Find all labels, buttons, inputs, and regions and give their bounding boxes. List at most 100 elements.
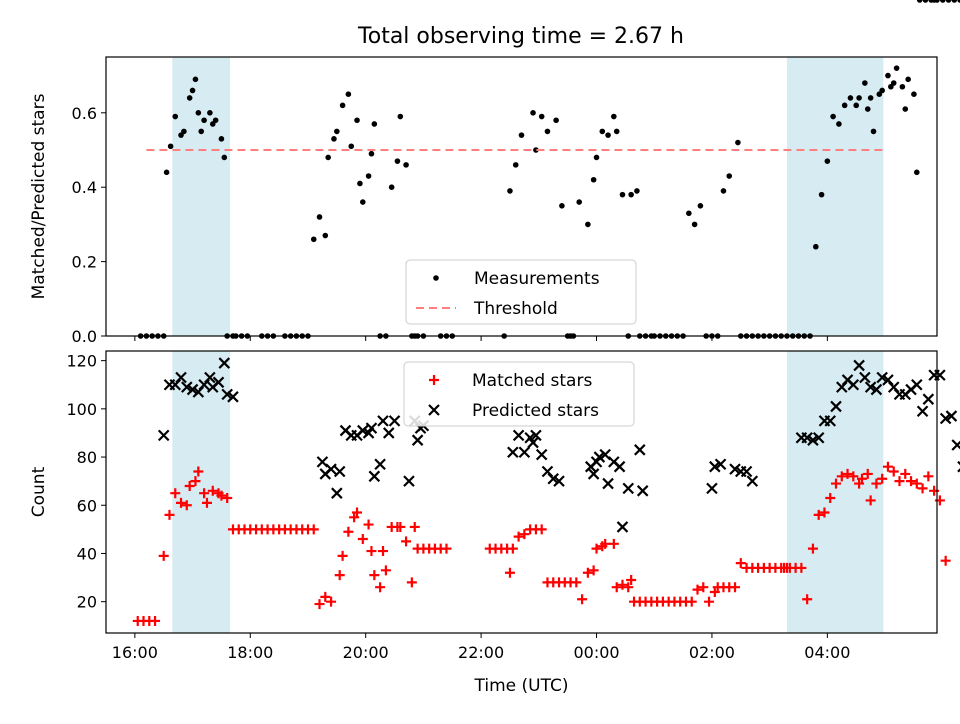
measurement-point bbox=[634, 188, 640, 194]
predicted-star-point bbox=[870, 383, 883, 396]
measurement-point bbox=[951, 0, 958, 3]
matched-star-point bbox=[320, 591, 331, 602]
measurement-point bbox=[911, 91, 917, 97]
matched-star-point bbox=[865, 495, 876, 506]
measurement-point bbox=[192, 76, 199, 83]
matched-star-point bbox=[698, 582, 709, 593]
matched-star-point bbox=[900, 468, 911, 479]
measurement-point bbox=[864, 106, 871, 112]
predicted-star-point bbox=[714, 458, 727, 471]
measurement-point bbox=[403, 162, 409, 168]
matched-star-point bbox=[308, 524, 319, 535]
matched-star-point bbox=[176, 497, 187, 508]
predicted-star-point bbox=[634, 444, 646, 456]
predicted-star-point bbox=[945, 410, 958, 422]
measurement-point bbox=[914, 169, 920, 176]
predicted-star-point bbox=[951, 439, 960, 451]
measurement-point bbox=[862, 80, 868, 86]
matched-star-point bbox=[807, 543, 818, 554]
matched-star-point bbox=[882, 461, 893, 472]
measurement-point bbox=[533, 147, 539, 153]
measurement-point bbox=[201, 117, 207, 124]
measurement-point bbox=[172, 113, 179, 120]
axes-frame bbox=[105, 350, 938, 634]
predicted-star-point bbox=[587, 468, 600, 480]
measurement-point bbox=[394, 158, 401, 164]
legend-label: Measurements bbox=[474, 269, 600, 289]
measurement-point bbox=[218, 136, 225, 142]
predicted-star-point bbox=[204, 371, 216, 384]
matched-star-point bbox=[608, 538, 619, 549]
predicted-star-point bbox=[507, 446, 519, 459]
predicted-star-point bbox=[706, 482, 718, 495]
matched-star-point bbox=[735, 558, 746, 569]
matched-star-point bbox=[369, 570, 380, 581]
measurement-point bbox=[824, 158, 831, 164]
predicted-star-point bbox=[157, 429, 170, 442]
y-tick-label: 120 bbox=[66, 352, 97, 371]
measurement-point bbox=[339, 102, 346, 109]
measurement-point bbox=[538, 113, 545, 120]
measurement-point bbox=[613, 128, 620, 135]
matched-star-point bbox=[871, 478, 882, 489]
predicted-star-point bbox=[830, 400, 842, 413]
predicted-star-point bbox=[368, 470, 381, 483]
measurement-point bbox=[322, 232, 329, 239]
matched-star-point bbox=[611, 582, 622, 593]
measurement-point bbox=[945, 0, 952, 3]
measurement-point bbox=[530, 110, 536, 116]
predicted-star-point bbox=[325, 463, 337, 475]
predicted-star-point bbox=[916, 405, 929, 418]
matched-star-point bbox=[623, 582, 634, 593]
matched-star-point bbox=[216, 490, 227, 501]
x-axis-label: Time (UTC) bbox=[474, 676, 569, 696]
matched-star-point bbox=[692, 584, 703, 595]
predicted-star-point bbox=[388, 415, 401, 427]
matched-star-point bbox=[906, 476, 917, 487]
matched-star-point bbox=[375, 582, 386, 593]
measurement-point bbox=[507, 188, 513, 194]
measurement-point bbox=[691, 221, 698, 228]
measurement-point bbox=[368, 150, 375, 157]
measurement-point bbox=[605, 132, 611, 138]
axes-frame bbox=[105, 56, 938, 337]
matched-star-point bbox=[406, 577, 417, 588]
matched-star-point bbox=[193, 466, 204, 477]
matched-star-point bbox=[401, 536, 412, 547]
measurement-point bbox=[365, 173, 372, 179]
matched-star-point bbox=[158, 550, 169, 561]
measurement-point bbox=[813, 243, 819, 250]
measurement-point bbox=[934, 0, 940, 3]
predicted-star-point bbox=[374, 458, 386, 471]
matched-star-point bbox=[326, 596, 337, 607]
predicted-star-point bbox=[227, 391, 239, 403]
measurement-point bbox=[388, 184, 395, 190]
matched-star-point bbox=[825, 493, 836, 504]
matched-star-point bbox=[536, 524, 547, 535]
matched-star-point bbox=[363, 519, 374, 530]
measurement-point bbox=[195, 110, 202, 116]
measurement-point bbox=[957, 0, 960, 3]
predicted-star-point bbox=[218, 357, 231, 369]
predicted-star-point bbox=[616, 521, 629, 533]
legend-label: Predicted stars bbox=[472, 401, 599, 421]
predicted-star-point bbox=[518, 446, 531, 459]
measurement-point bbox=[325, 154, 331, 161]
y-tick-label: 40 bbox=[77, 544, 97, 563]
measurement-point bbox=[221, 154, 228, 161]
measurement-point bbox=[371, 121, 378, 127]
matched-star-point bbox=[831, 478, 842, 489]
measurement-point bbox=[559, 203, 565, 209]
shaded-interval bbox=[172, 57, 231, 336]
legend-marker-measurements bbox=[433, 275, 439, 281]
matched-star-point bbox=[836, 471, 847, 482]
measurement-point bbox=[163, 169, 170, 176]
measurement-point bbox=[512, 162, 519, 168]
matched-star-point bbox=[819, 507, 830, 518]
measurement-point bbox=[619, 191, 626, 198]
legend-marker-predicted bbox=[428, 404, 440, 416]
x-tick-label: 20:00 bbox=[343, 643, 389, 662]
matched-star-point bbox=[352, 507, 363, 518]
measurement-point bbox=[544, 128, 551, 135]
